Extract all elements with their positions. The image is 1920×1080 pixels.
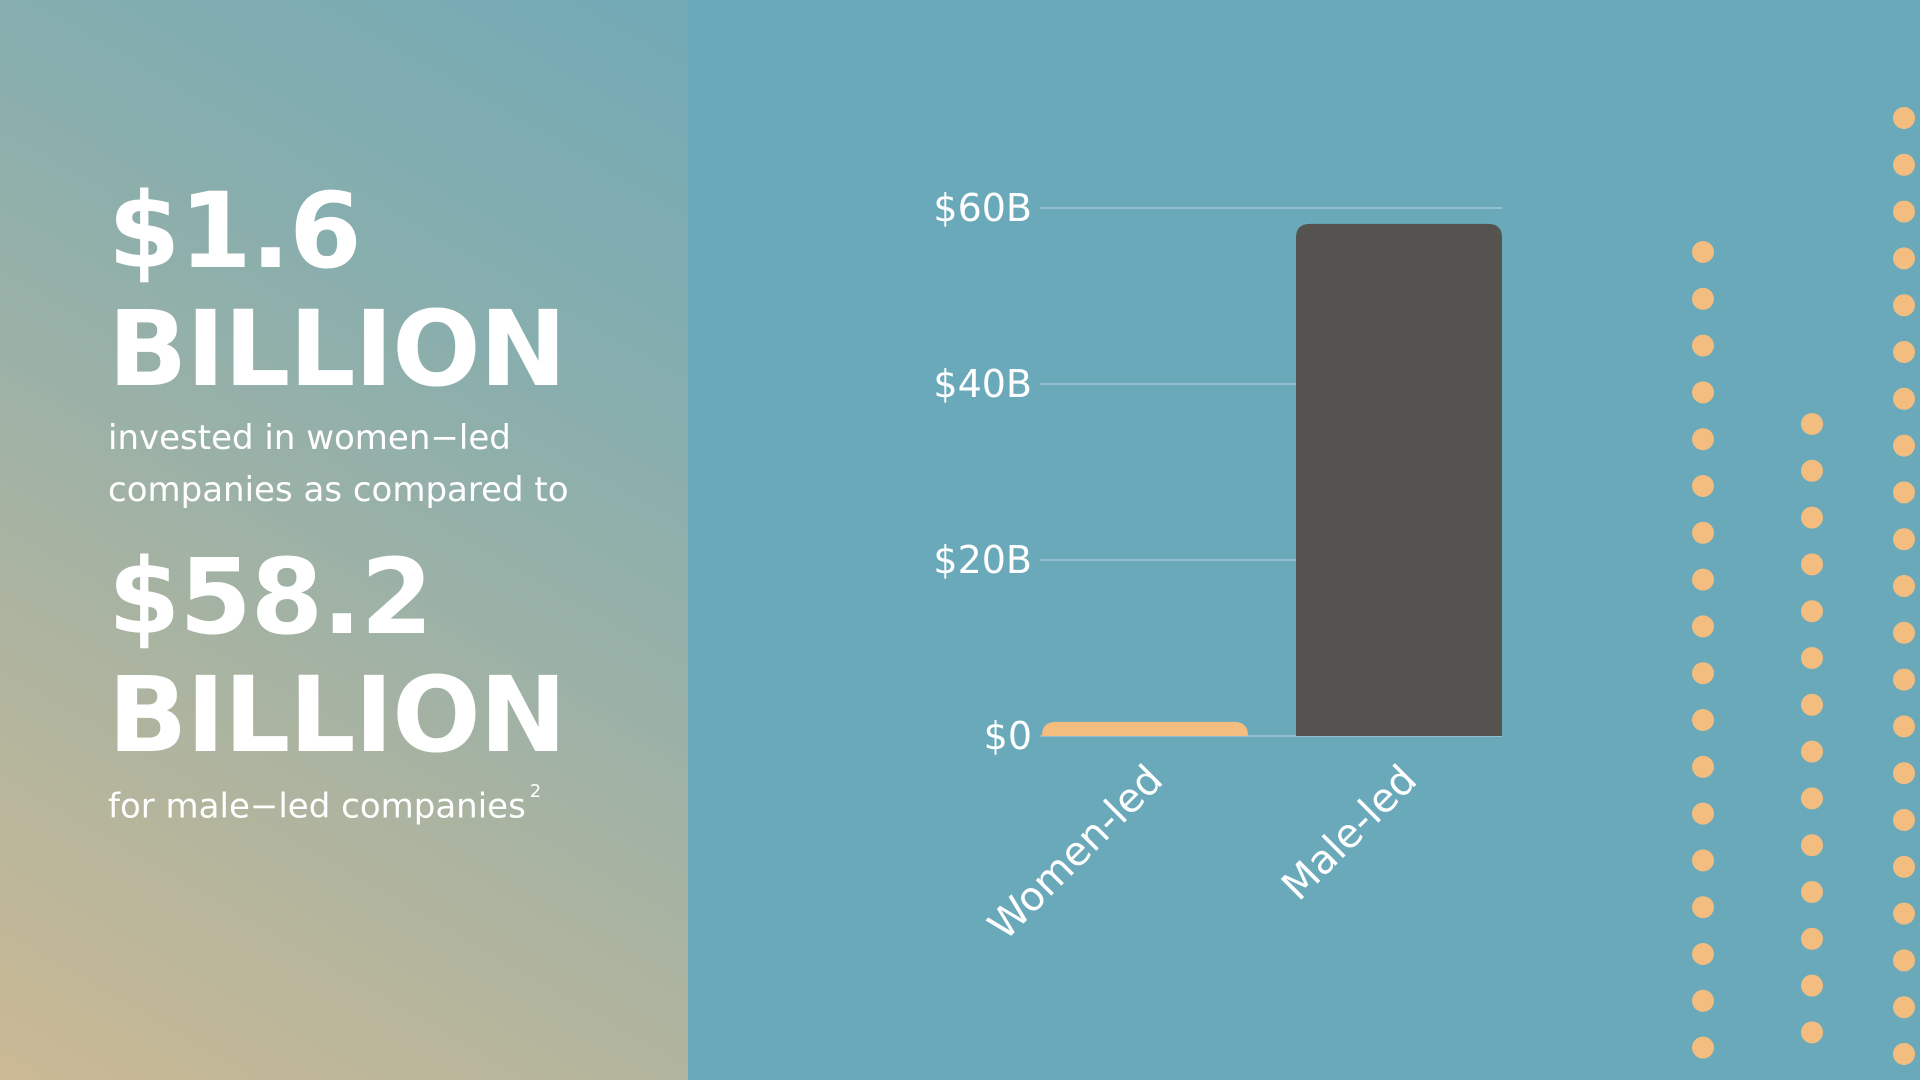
decorative-dot [1893,200,1915,223]
decorative-dot [1801,787,1823,810]
women-amount-description: invested in women−led companies as compa… [108,418,569,510]
decorative-dot [1801,881,1823,903]
decorative-dot [1692,989,1714,1012]
decorative-dot [1801,647,1823,669]
y-axis-tick-labels: $0 $20B $40B $60B [933,186,1032,758]
decorative-dot [1692,896,1714,919]
men-amount: $58.2 [108,536,433,658]
decorative-dot [1692,662,1714,685]
decorative-dot [1893,996,1915,1019]
men-amount-unit: BILLION [108,654,567,776]
bar-male-led [1296,223,1502,737]
decorative-dot [1692,849,1714,872]
decorative-dot [1893,481,1915,504]
decorative-dot [1801,413,1823,435]
decorative-dot [1893,247,1915,270]
y-tick-label: $40B [933,362,1032,406]
y-tick-label: $60B [933,186,1032,230]
decorative-dot [1692,475,1714,497]
decorative-dot [1801,506,1823,529]
decorative-dot [1893,528,1915,551]
decorative-dot [1692,1036,1714,1059]
decorative-dot [1893,668,1915,691]
decorative-dot [1801,740,1823,763]
decorative-dot [1801,693,1823,716]
decorative-dot [1692,802,1714,825]
decorative-dot [1692,428,1714,451]
decorative-dot [1801,553,1823,576]
decorative-dot [1692,381,1714,404]
decorative-dot [1893,855,1915,878]
decorative-dot [1801,600,1823,623]
decorative-dot [1801,834,1823,857]
decorative-dot [1893,341,1915,363]
decorative-dot [1801,927,1823,950]
decorative-dot [1893,434,1915,457]
decorative-dot [1692,287,1714,310]
decorative-dot [1801,1021,1823,1044]
men-amount-description-text: for male−led companies [108,786,526,827]
decorative-dot [1692,709,1714,731]
decorative-dot [1692,241,1714,263]
decorative-dot [1893,949,1915,972]
women-amount-headline: $1.6 BILLION [108,170,567,410]
decorative-dot [1893,153,1915,176]
chart-bars [1042,223,1502,737]
decorative-dot [1692,755,1714,778]
decorative-dot [1893,762,1915,785]
x-axis-tick-labels: Women-led Male-led [980,757,1426,949]
bar-women-led [1042,721,1248,736]
decorative-dot [1692,521,1714,544]
decorative-dot [1893,621,1915,644]
decorative-dot [1801,974,1823,997]
x-tick-label: Male-led [1273,757,1426,910]
decorative-dot [1692,568,1714,591]
y-tick-label: $20B [933,538,1032,582]
men-amount-description: for male−led companies 2 [108,774,628,832]
women-amount: $1.6 [108,170,362,292]
decorative-dot [1692,943,1714,965]
decorative-dot [1893,575,1915,597]
decorative-dot [1893,715,1915,738]
women-amount-unit: BILLION [108,288,567,410]
left-panel [0,0,688,1080]
decorative-dot [1692,615,1714,638]
decorative-dot [1801,459,1823,482]
decorative-dot [1893,902,1915,925]
x-tick-label: Women-led [980,757,1172,949]
decorative-dot [1893,107,1915,129]
men-amount-headline: $58.2 BILLION [108,536,567,776]
footnote-marker: 2 [529,781,542,802]
decorative-dot [1893,1043,1915,1065]
y-tick-label: $0 [984,714,1032,758]
decorative-dot [1893,809,1915,831]
decorative-dot [1692,334,1714,357]
decorative-dot [1893,387,1915,410]
decorative-dot [1893,294,1915,317]
decorative-dots [1692,107,1915,1065]
